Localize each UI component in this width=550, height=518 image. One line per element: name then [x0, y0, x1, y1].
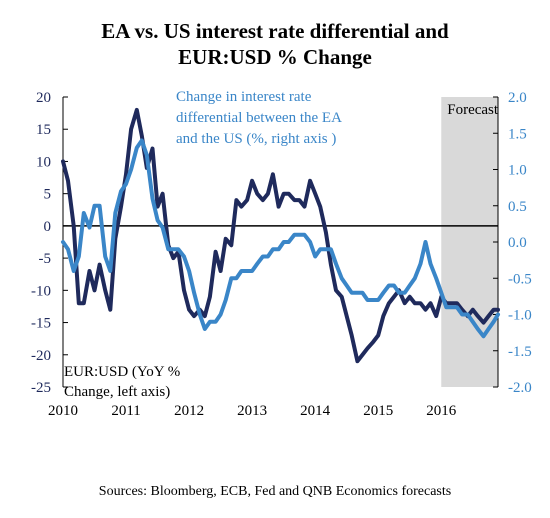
forecast-label: Forecast [447, 102, 499, 118]
series-label-rate-differential: Change in interest rate [176, 89, 312, 105]
right-axis-tick-label: -0.5 [508, 271, 532, 287]
x-axis-tick-label: 2015 [363, 403, 393, 419]
left-axis-tick-label: 0 [44, 219, 52, 235]
series-label-rate-differential: differential between the EA [176, 110, 342, 126]
right-axis-tick-label: -1.0 [508, 308, 532, 324]
x-axis-tick-label: 2012 [174, 403, 204, 419]
right-axis-tick-label: 0.0 [508, 235, 527, 251]
left-axis-tick-label: -20 [31, 348, 51, 364]
x-axis-tick-label: 2011 [111, 403, 140, 419]
chart-title: EA vs. US interest rate differential and… [0, 18, 550, 70]
left-axis-tick-label: 20 [36, 90, 51, 106]
x-axis-tick-label: 2016 [426, 403, 457, 419]
series-label-eurusd: EUR:USD (YoY % [64, 364, 180, 380]
chart-title-line-1: EA vs. US interest rate differential and [101, 19, 449, 43]
series-label-eurusd: Change, left axis) [64, 384, 170, 400]
x-axis-tick-label: 2013 [237, 403, 267, 419]
right-axis-tick-label: -2.0 [508, 380, 532, 396]
forecast-region [441, 97, 498, 387]
source-note: Sources: Bloomberg, ECB, Fed and QNB Eco… [98, 484, 452, 499]
left-axis-tick-label: -5 [39, 251, 52, 267]
right-axis-tick-label: 1.5 [508, 126, 527, 142]
series-line-rate-differential [61, 138, 500, 339]
chart-title-line-2: EUR:USD % Change [178, 45, 372, 69]
left-axis-tick-label: 10 [36, 154, 51, 170]
right-axis-tick-label: 2.0 [508, 90, 527, 106]
right-axis-tick-label: 1.0 [508, 163, 527, 179]
left-axis-tick-label: -15 [31, 316, 51, 332]
x-axis-tick-label: 2010 [48, 403, 78, 419]
left-axis-tick-label: 15 [36, 122, 51, 138]
left-axis-tick-label: 5 [44, 187, 52, 203]
x-axis-tick-label: 2014 [300, 403, 331, 419]
right-axis-tick-label: 0.5 [508, 199, 527, 215]
series-label-rate-differential: and the US (%, right axis ) [176, 131, 336, 147]
left-axis-tick-label: -25 [31, 380, 51, 396]
right-axis-tick-label: -1.5 [508, 344, 532, 360]
series-line-eurusd [61, 107, 500, 364]
left-axis-tick-label: -10 [31, 283, 51, 299]
